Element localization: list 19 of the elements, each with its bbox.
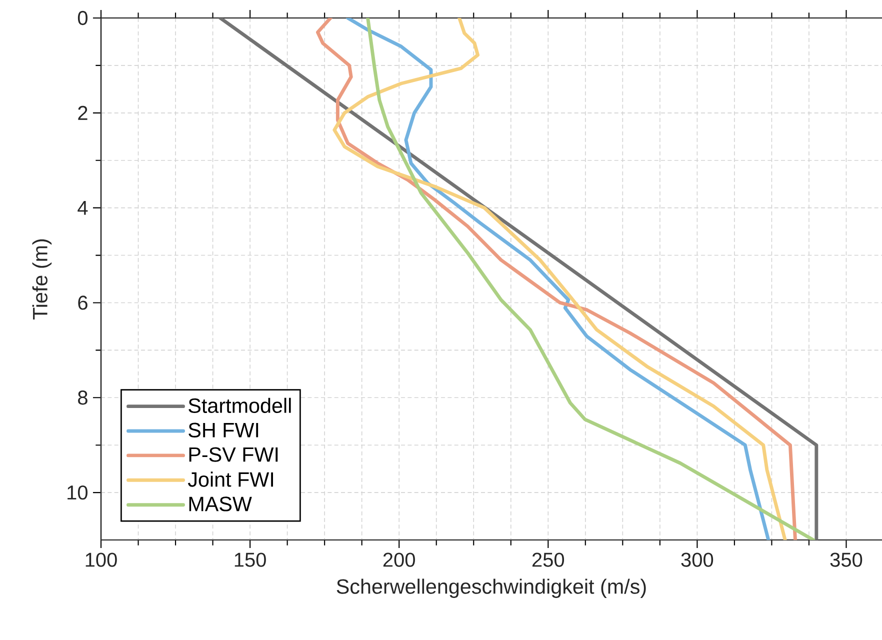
y-tick-label: 10: [68, 485, 88, 500]
y-tick-label: 2: [78, 106, 88, 120]
x-axis-title: Scherwellengeschwindigkeit (m/s): [336, 578, 646, 598]
legend-label: MASW: [189, 496, 252, 512]
x-tick-label: 250: [532, 552, 564, 567]
x-tick-label: 150: [234, 552, 266, 567]
y-tick-label: 6: [78, 296, 88, 310]
x-tick-label: 200: [383, 552, 415, 567]
x-tick-label: 350: [830, 552, 862, 567]
x-tick-label: 300: [681, 552, 714, 567]
legend-label: Startmodell: [188, 398, 291, 414]
y-tick-label: 4: [78, 200, 88, 215]
x-tick-label: 100: [86, 552, 117, 567]
y-axis-title: Tiefe (m): [32, 239, 52, 320]
legend-label: P-SV FWI: [189, 447, 278, 462]
y-tick-label: 8: [78, 390, 88, 405]
y-tick-label: 0: [78, 10, 88, 26]
legend-label: Joint FWI: [188, 472, 273, 487]
legend-label: SH FWI: [188, 422, 258, 438]
